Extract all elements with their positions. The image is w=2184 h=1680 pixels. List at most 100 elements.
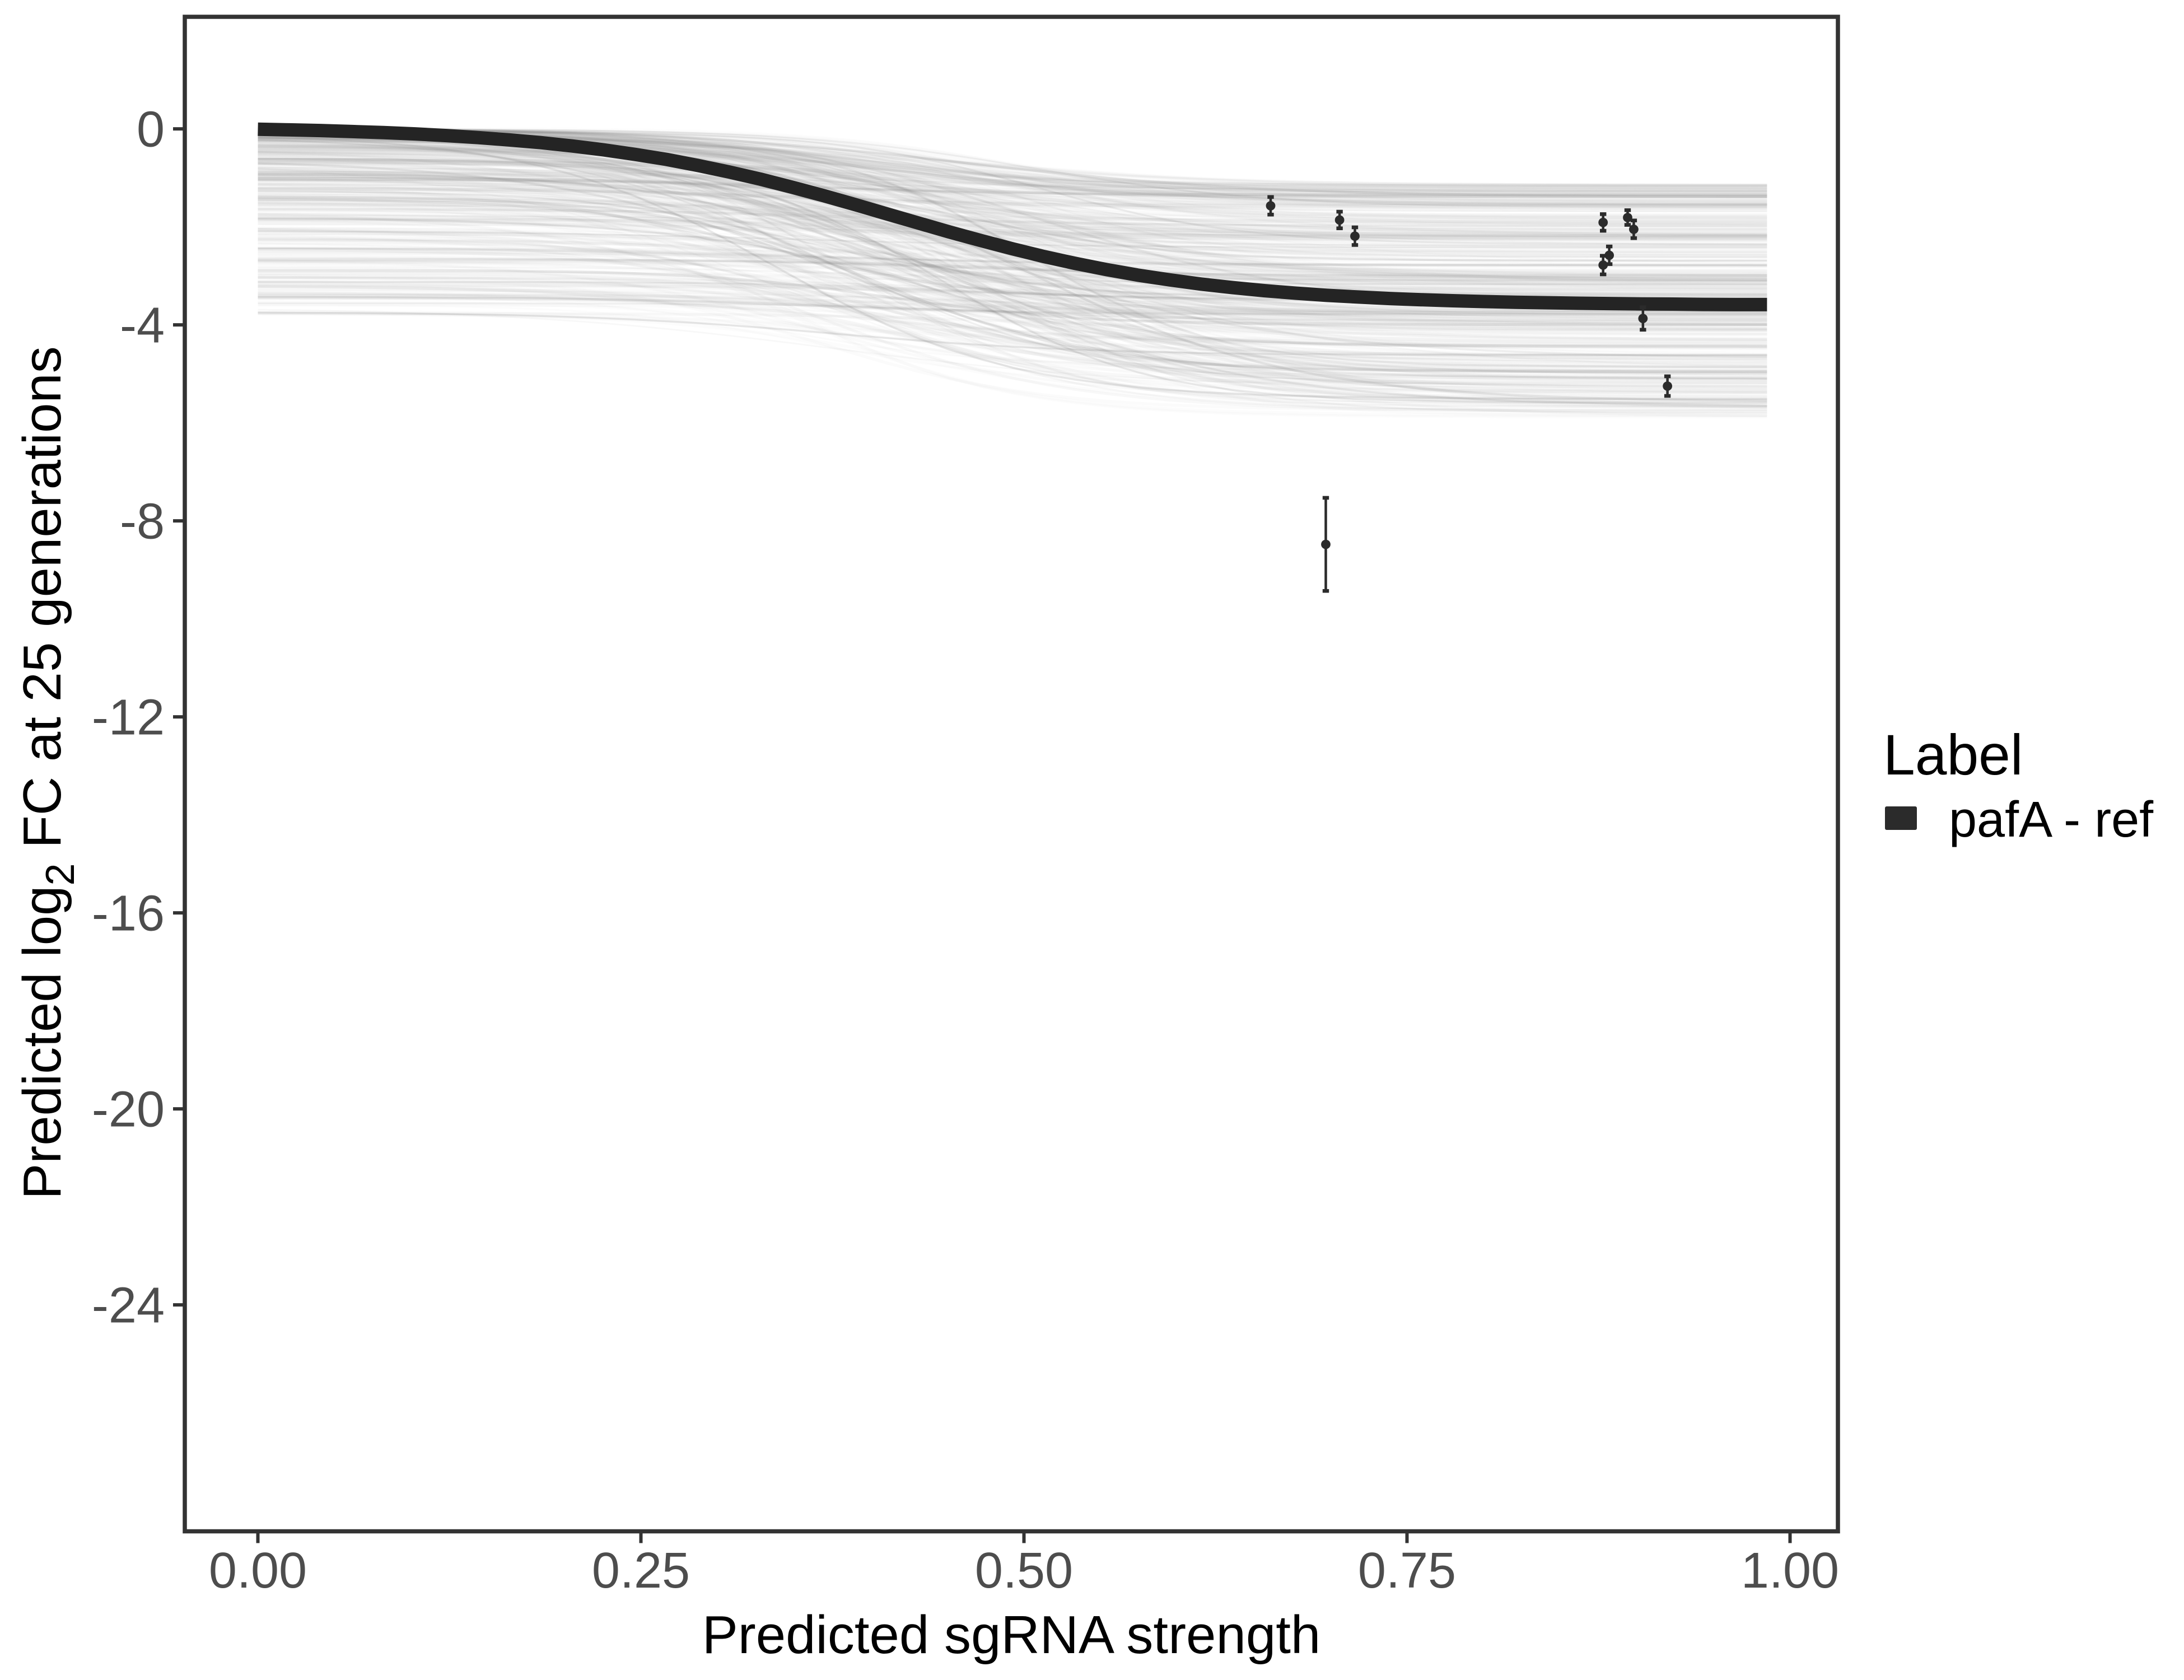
posterior-draw-line (258, 227, 1767, 324)
posterior-draw-line (258, 147, 1767, 282)
posterior-draw-line (258, 277, 1767, 297)
posterior-draw-line (258, 228, 1767, 356)
x-axis: 0.00 0.25 0.50 0.75 1.00 (209, 1531, 1839, 1599)
data-point (1334, 209, 1345, 231)
posterior-draw-line (258, 217, 1767, 237)
posterior-draw-line (258, 200, 1767, 284)
posterior-draw-line (258, 242, 1767, 329)
posterior-draw-line (258, 172, 1767, 195)
posterior-draw-line (258, 234, 1767, 362)
posterior-draw-line (258, 128, 1767, 206)
posterior-draw-lines (258, 127, 1767, 418)
data-point (1321, 496, 1331, 593)
data-point (1598, 212, 1608, 233)
legend-item-label: pafA - ref (1949, 792, 2154, 848)
posterior-draw-line (258, 140, 1767, 331)
posterior-draw-line (258, 193, 1767, 331)
posterior-draw-line (258, 166, 1767, 236)
posterior-draw-line (258, 138, 1767, 376)
posterior-draw-line (258, 237, 1767, 407)
posterior-draw-line (258, 166, 1767, 341)
reference-curve (258, 122, 1767, 311)
y-axis-tick-label: -8 (120, 494, 165, 550)
posterior-draw-line (258, 188, 1767, 374)
posterior-draw-line (258, 239, 1767, 312)
posterior-draw-line (258, 247, 1767, 380)
posterior-draw-line (258, 312, 1767, 332)
posterior-draw-line (258, 179, 1767, 248)
x-axis-tick-label: 0.75 (1358, 1543, 1456, 1599)
data-points (1266, 195, 1673, 593)
posterior-draw-line (258, 178, 1767, 301)
posterior-draw-line (258, 176, 1767, 238)
posterior-draw-line (258, 292, 1767, 312)
posterior-draw-line (258, 157, 1767, 404)
posterior-draw-line (258, 204, 1767, 248)
y-axis-tick-label: 0 (137, 102, 165, 158)
posterior-draw-line (258, 129, 1767, 193)
posterior-draw-line (258, 183, 1767, 418)
posterior-draw-line (258, 151, 1767, 207)
posterior-draw-line (258, 284, 1767, 323)
posterior-draw-line (258, 183, 1767, 375)
posterior-draw-line (258, 154, 1767, 194)
posterior-draw-line (258, 257, 1767, 277)
posterior-draw-line (258, 218, 1767, 239)
posterior-draw-line (258, 231, 1767, 344)
posterior-draw-line (258, 142, 1767, 358)
posterior-draw-line (258, 143, 1767, 361)
posterior-draw-line (258, 216, 1767, 336)
posterior-draw-line (258, 176, 1767, 197)
posterior-draw-line (258, 288, 1767, 319)
posterior-draw-line (258, 302, 1767, 321)
x-axis-tick-label: 0.25 (592, 1543, 690, 1599)
posterior-draw-line (258, 162, 1767, 191)
legend-title: Label (1883, 723, 2023, 787)
posterior-draw-line (258, 139, 1767, 388)
posterior-draw-line (258, 157, 1767, 348)
data-point (1663, 374, 1673, 398)
posterior-draw-line (258, 152, 1767, 377)
posterior-draw-line (258, 128, 1767, 209)
x-axis-tick-label: 0.50 (975, 1543, 1073, 1599)
posterior-draw-line (258, 136, 1767, 408)
posterior-draw-line (258, 222, 1767, 242)
posterior-draw-line (258, 195, 1767, 374)
posterior-draw-line (258, 144, 1767, 344)
posterior-draw-line (258, 311, 1767, 356)
posterior-draw-line (258, 255, 1767, 326)
posterior-draw-line (258, 199, 1767, 219)
posterior-draw-line (258, 144, 1767, 289)
posterior-draw-line (258, 179, 1767, 262)
posterior-draw-line (258, 266, 1767, 285)
posterior-draw-line (258, 128, 1767, 258)
posterior-draw-line (258, 207, 1767, 227)
posterior-draw-line (258, 144, 1767, 236)
posterior-draw-line (258, 133, 1767, 325)
posterior-draw-line (258, 215, 1767, 236)
posterior-draw-line (258, 267, 1767, 363)
posterior-draw-line (258, 190, 1767, 286)
y-axis-tick-label: -16 (92, 886, 165, 942)
y-axis: 0 -4 -8 -12 -16 -20 -24 (92, 102, 185, 1334)
posterior-draw-line (258, 130, 1767, 245)
posterior-draw-line (258, 166, 1767, 207)
posterior-draw-line (258, 293, 1767, 312)
posterior-draw-line (258, 152, 1767, 224)
posterior-draw-line (258, 259, 1767, 400)
posterior-draw-line (258, 276, 1767, 296)
posterior-draw-line (258, 136, 1767, 315)
posterior-draw-line (258, 186, 1767, 206)
posterior-draw-line (258, 296, 1767, 316)
posterior-draw-line (258, 285, 1767, 372)
posterior-draw-line (258, 247, 1767, 267)
posterior-draw-line (258, 160, 1767, 247)
posterior-draw-line (258, 146, 1767, 198)
posterior-draw-line (258, 171, 1767, 212)
posterior-draw-line (258, 174, 1767, 253)
posterior-draw-line (258, 197, 1767, 349)
x-axis-tick-label: 0.00 (209, 1543, 307, 1599)
posterior-draw-line (258, 237, 1767, 366)
posterior-draw-line (258, 191, 1767, 241)
posterior-draw-line (258, 150, 1767, 187)
